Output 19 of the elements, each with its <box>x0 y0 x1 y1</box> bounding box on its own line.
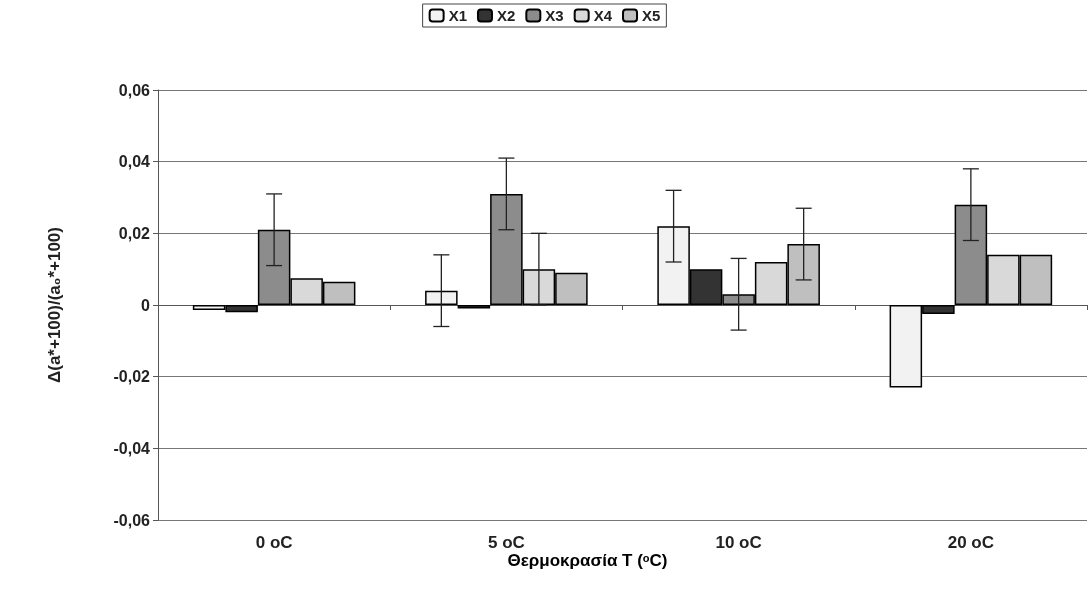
legend-label: X1 <box>448 7 467 24</box>
x-tick-label: 0 oC <box>255 533 293 552</box>
y-tick-label: 0 <box>141 296 151 314</box>
bar <box>425 290 458 305</box>
y-tick-label: 0,04 <box>118 153 151 171</box>
y-tick-label: -0,02 <box>113 368 151 386</box>
legend-label: X5 <box>642 7 661 24</box>
y-tick-label: 0,02 <box>118 224 151 242</box>
legend-label: X2 <box>496 7 516 24</box>
x-tick-label: 10 oC <box>715 533 762 552</box>
y-tick-label: 0,06 <box>118 81 151 99</box>
y-tick-label: -0,04 <box>113 439 151 457</box>
y-axis-title: Δ(a*+100)/(a₀*+100) <box>45 227 64 383</box>
y-tick-label: -0,06 <box>113 511 151 529</box>
bar <box>457 305 491 309</box>
x-tick-label: 5 oC <box>487 533 525 552</box>
legend-label: X3 <box>545 7 564 24</box>
legend-label: X4 <box>593 7 613 24</box>
x-tick-label: 20 oC <box>947 533 995 552</box>
